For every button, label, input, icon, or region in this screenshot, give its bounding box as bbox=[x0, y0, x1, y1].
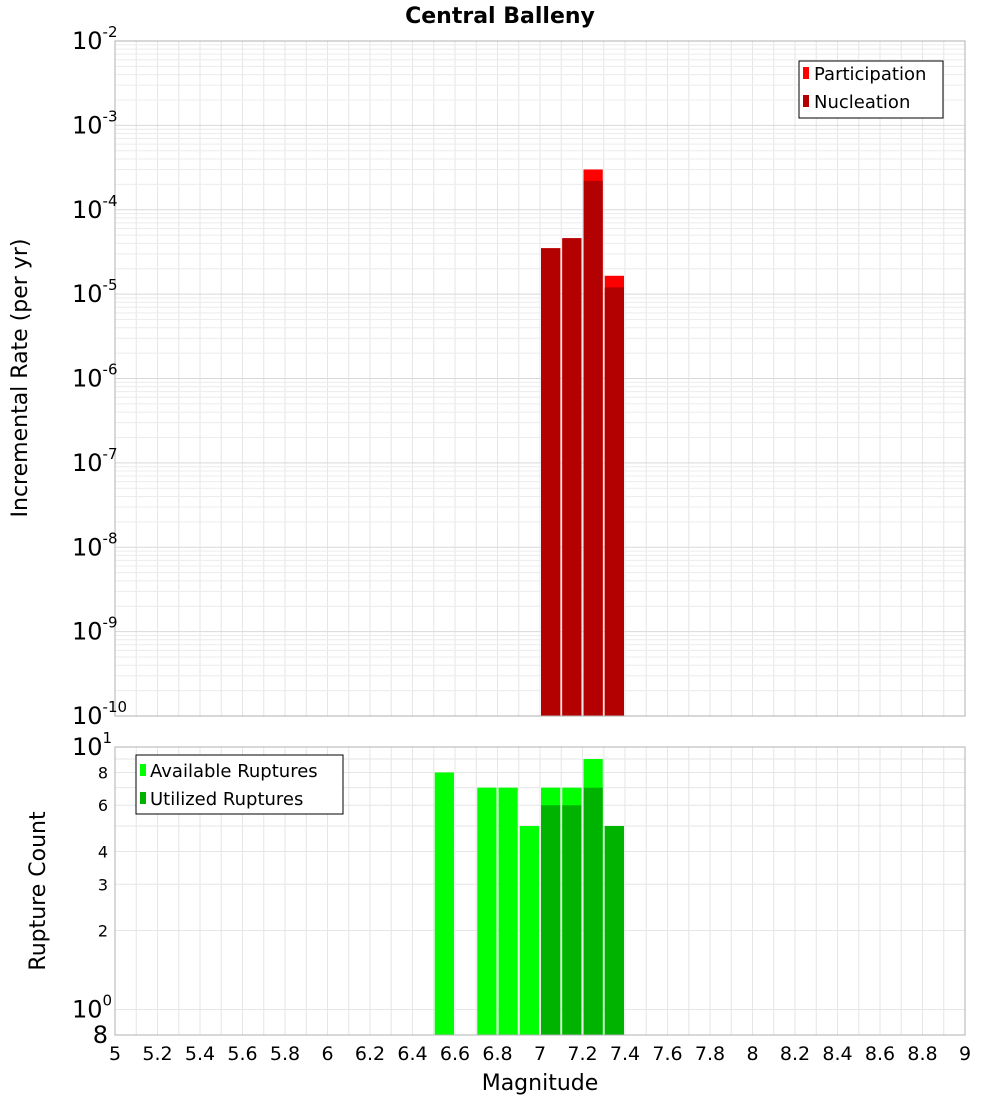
bottom-legend-box bbox=[135, 754, 344, 815]
top-y-axis-label: Incremental Rate (per yr) bbox=[8, 239, 33, 518]
legend-label-nucleation: Nucleation bbox=[814, 92, 910, 113]
bar-utilized-ruptures bbox=[562, 805, 582, 1035]
bottom-y-tick-label: 3 bbox=[98, 875, 108, 894]
bar-available-ruptures bbox=[434, 772, 454, 1035]
bottom-y-axis-label: Rupture Count bbox=[26, 811, 51, 971]
x-tick-label: 6.4 bbox=[397, 1043, 427, 1065]
x-tick-label: 8.6 bbox=[865, 1043, 895, 1065]
bottom-plot-bars bbox=[434, 759, 624, 1035]
top-y-tick-label: 10-10 bbox=[72, 698, 127, 730]
x-tick-label: 8.8 bbox=[907, 1043, 937, 1065]
bar-available-ruptures bbox=[498, 787, 518, 1035]
bar-nucleation bbox=[604, 287, 624, 716]
top-plot-bars bbox=[541, 169, 624, 717]
bottom-y-tick-label: 101 bbox=[72, 729, 112, 761]
x-tick-label: 6.8 bbox=[482, 1043, 512, 1065]
top-plot-grid bbox=[114, 41, 966, 717]
bottom-y-tick-label: 8 bbox=[98, 763, 108, 782]
top-y-tick-label: 10-8 bbox=[72, 529, 118, 561]
bottom-legend: Available Ruptures Utilized Ruptures bbox=[135, 754, 344, 815]
bar-nucleation bbox=[562, 238, 582, 716]
x-tick-label: 7 bbox=[534, 1043, 546, 1065]
x-tick-label: 5 bbox=[109, 1043, 121, 1065]
bar-available-ruptures bbox=[519, 826, 539, 1035]
top-y-tick-label: 10-6 bbox=[72, 361, 118, 393]
legend-label-utilized: Utilized Ruptures bbox=[150, 789, 303, 810]
x-tick-label: 6.6 bbox=[440, 1043, 470, 1065]
x-tick-label: 8 bbox=[746, 1043, 758, 1065]
bar-nucleation bbox=[541, 248, 561, 717]
plot-frames bbox=[114, 40, 966, 1036]
bottom-y-tick-label: 8 bbox=[93, 1021, 108, 1049]
x-tick-label: 6 bbox=[321, 1043, 333, 1065]
bottom-y-tick-label: 4 bbox=[98, 842, 108, 861]
top-y-tick-label: 10-5 bbox=[72, 276, 118, 308]
legend-swatch-participation bbox=[803, 67, 809, 79]
legend-swatch-nucleation bbox=[803, 95, 809, 107]
legend-swatch-available bbox=[140, 764, 146, 776]
x-tick-label: 5.8 bbox=[270, 1043, 300, 1065]
bar-utilized-ruptures bbox=[604, 826, 624, 1035]
bottom-y-tick-label: 100 bbox=[72, 992, 112, 1024]
x-tick-label: 8.2 bbox=[780, 1043, 810, 1065]
bottom-plot-frame bbox=[114, 746, 966, 1036]
x-tick-label: 5.2 bbox=[142, 1043, 172, 1065]
x-tick-label: 6.2 bbox=[355, 1043, 385, 1065]
x-tick-label: 7.6 bbox=[652, 1043, 682, 1065]
x-tick-label: 5.4 bbox=[185, 1043, 215, 1065]
top-plot-frame bbox=[114, 40, 966, 717]
top-legend: Participation Nucleation bbox=[798, 60, 944, 119]
top-y-tick-label: 10-9 bbox=[72, 614, 118, 646]
axis-ticks: 10-2 10-3 10-4 10-5 10-6 10-7 10-8 10-9 10-10 8 6 4… bbox=[72, 23, 971, 1065]
bar-utilized-ruptures bbox=[583, 787, 603, 1035]
top-y-tick-label: 10-4 bbox=[72, 192, 118, 224]
bar-utilized-ruptures bbox=[541, 805, 561, 1035]
bar-available-ruptures bbox=[477, 787, 497, 1035]
legend-label-available: Available Ruptures bbox=[150, 761, 318, 782]
legend-swatch-utilized bbox=[140, 792, 146, 804]
bar-nucleation bbox=[583, 180, 603, 716]
top-y-tick-label: 10-7 bbox=[72, 445, 118, 477]
x-tick-label: 7.8 bbox=[695, 1043, 725, 1065]
top-y-tick-label: 10-2 bbox=[72, 23, 118, 55]
chart-title: Central Balleny bbox=[405, 4, 595, 29]
top-y-tick-label: 10-3 bbox=[72, 107, 118, 139]
top-legend-box bbox=[798, 60, 944, 119]
bottom-y-tick-label: 2 bbox=[98, 922, 108, 941]
x-tick-label: 5.6 bbox=[227, 1043, 257, 1065]
bottom-y-tick-label: 6 bbox=[98, 796, 108, 815]
x-tick-label: 7.4 bbox=[610, 1043, 640, 1065]
legend-label-participation: Participation bbox=[814, 64, 926, 85]
x-tick-label: 8.4 bbox=[822, 1043, 852, 1065]
x-tick-label: 7.2 bbox=[567, 1043, 597, 1065]
x-tick-label: 9 bbox=[959, 1043, 971, 1065]
x-axis-label: Magnitude bbox=[482, 1071, 599, 1096]
